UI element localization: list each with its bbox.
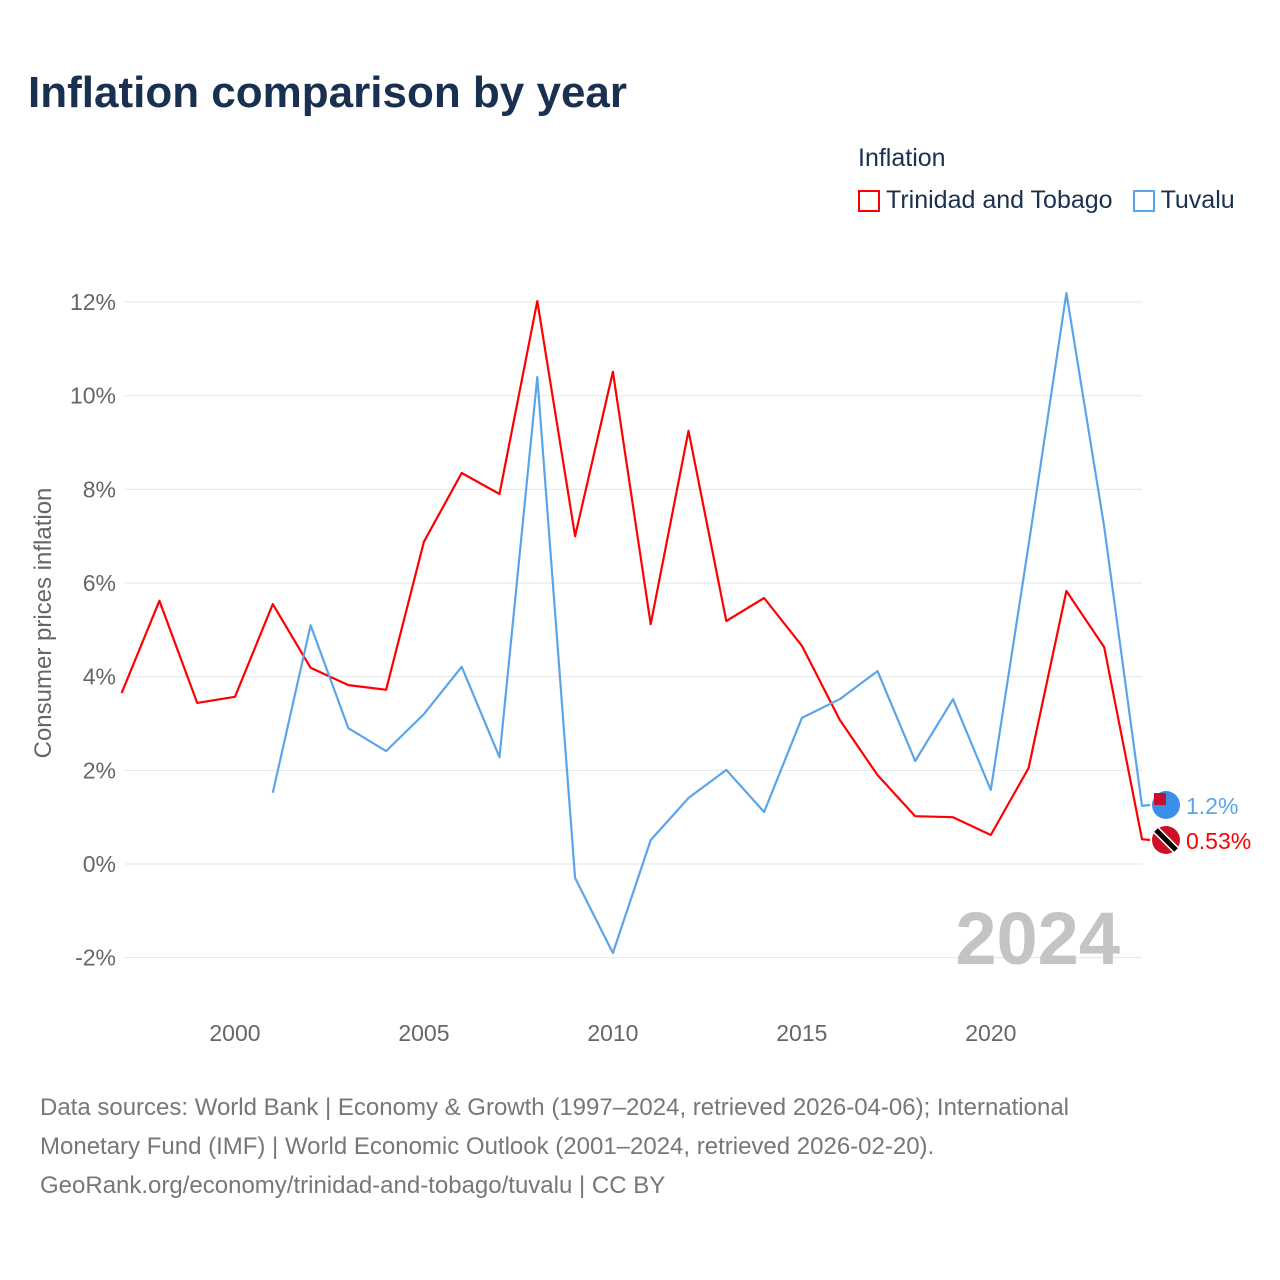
data-point bbox=[649, 838, 653, 842]
x-tick-label: 2000 bbox=[209, 1020, 260, 1046]
data-point bbox=[875, 669, 879, 673]
y-tick-label: 2% bbox=[83, 757, 116, 783]
legend-label: Tuvalu bbox=[1160, 186, 1235, 214]
x-tick-label: 2015 bbox=[776, 1020, 827, 1046]
data-point bbox=[913, 814, 917, 818]
y-tick-label: 4% bbox=[83, 664, 116, 690]
data-point bbox=[573, 876, 577, 880]
data-point bbox=[422, 712, 426, 716]
data-point bbox=[498, 492, 502, 496]
data-point bbox=[271, 602, 275, 606]
x-tick-label: 2020 bbox=[965, 1020, 1016, 1046]
data-point bbox=[1102, 645, 1106, 649]
legend-label: Trinidad and Tobago bbox=[886, 186, 1113, 214]
data-point bbox=[1027, 766, 1031, 770]
data-point bbox=[233, 695, 237, 699]
data-point bbox=[1102, 525, 1106, 529]
data-point bbox=[573, 534, 577, 538]
y-tick-label: 8% bbox=[83, 476, 116, 502]
legend-item-tuvalu[interactable]: Tuvalu bbox=[1132, 186, 1235, 215]
y-axis-label: Consumer prices inflation bbox=[30, 488, 57, 759]
y-tick-label: 12% bbox=[70, 289, 116, 315]
source-note: Data sources: World Bank | Economy & Gro… bbox=[40, 1088, 1240, 1205]
legend: Trinidad and Tobago Tuvalu bbox=[858, 186, 1235, 215]
data-point bbox=[309, 666, 313, 670]
data-point bbox=[1140, 837, 1144, 841]
trinidad-flag-stripe bbox=[1154, 828, 1178, 852]
data-point bbox=[346, 726, 350, 730]
data-point bbox=[800, 644, 804, 648]
data-point bbox=[989, 833, 993, 837]
data-point bbox=[838, 697, 842, 701]
data-point bbox=[120, 691, 124, 695]
x-tick-label: 2005 bbox=[398, 1020, 449, 1046]
year-watermark: 2024 bbox=[955, 897, 1120, 980]
data-point bbox=[384, 749, 388, 753]
data-point bbox=[724, 768, 728, 772]
y-tick-label: 10% bbox=[70, 383, 116, 409]
data-point bbox=[384, 688, 388, 692]
data-point bbox=[1064, 291, 1068, 295]
data-point bbox=[951, 815, 955, 819]
data-point bbox=[800, 716, 804, 720]
data-point bbox=[498, 755, 502, 759]
end-value-label: 1.2% bbox=[1186, 793, 1238, 819]
data-point bbox=[838, 718, 842, 722]
data-point bbox=[611, 370, 615, 374]
data-point bbox=[649, 622, 653, 626]
data-point bbox=[157, 599, 161, 603]
data-point bbox=[762, 596, 766, 600]
page-title: Inflation comparison by year bbox=[28, 68, 628, 117]
y-tick-label: 0% bbox=[83, 851, 116, 877]
series-line-trinidad bbox=[120, 300, 1151, 842]
data-point bbox=[422, 540, 426, 544]
data-point bbox=[686, 429, 690, 433]
x-tick-label: 2010 bbox=[587, 1020, 638, 1046]
data-point bbox=[460, 471, 464, 475]
legend-title: Inflation bbox=[858, 144, 946, 172]
y-tick-label: 6% bbox=[83, 570, 116, 596]
data-point bbox=[1064, 589, 1068, 593]
data-point bbox=[271, 791, 275, 795]
series-line-tuvalu bbox=[271, 292, 1151, 955]
data-point bbox=[460, 665, 464, 669]
y-tick-label: -2% bbox=[75, 945, 116, 971]
tuvalu-flag-union bbox=[1154, 793, 1166, 805]
data-point bbox=[1140, 804, 1144, 808]
data-point bbox=[195, 701, 199, 705]
legend-item-trinidad[interactable]: Trinidad and Tobago bbox=[858, 186, 1113, 215]
data-point bbox=[951, 697, 955, 701]
source-line: Data sources: World Bank | Economy & Gro… bbox=[40, 1094, 1070, 1121]
data-point bbox=[611, 951, 615, 955]
data-point bbox=[309, 623, 313, 627]
legend-swatch-trinidad bbox=[858, 189, 880, 212]
data-point bbox=[762, 810, 766, 814]
data-point bbox=[535, 375, 539, 379]
source-line: GeoRank.org/economy/trinidad-and-tobago/… bbox=[40, 1172, 666, 1199]
end-value-label: 0.53% bbox=[1186, 828, 1251, 854]
data-point bbox=[875, 773, 879, 777]
data-point bbox=[346, 683, 350, 687]
legend-swatch-tuvalu bbox=[1132, 189, 1155, 212]
data-point bbox=[535, 299, 539, 303]
source-line: Monetary Fund (IMF) | World Economic Out… bbox=[40, 1133, 935, 1160]
data-point bbox=[1027, 543, 1031, 547]
data-point bbox=[913, 759, 917, 763]
data-point bbox=[724, 619, 728, 623]
data-point bbox=[686, 796, 690, 800]
data-point bbox=[989, 788, 993, 792]
